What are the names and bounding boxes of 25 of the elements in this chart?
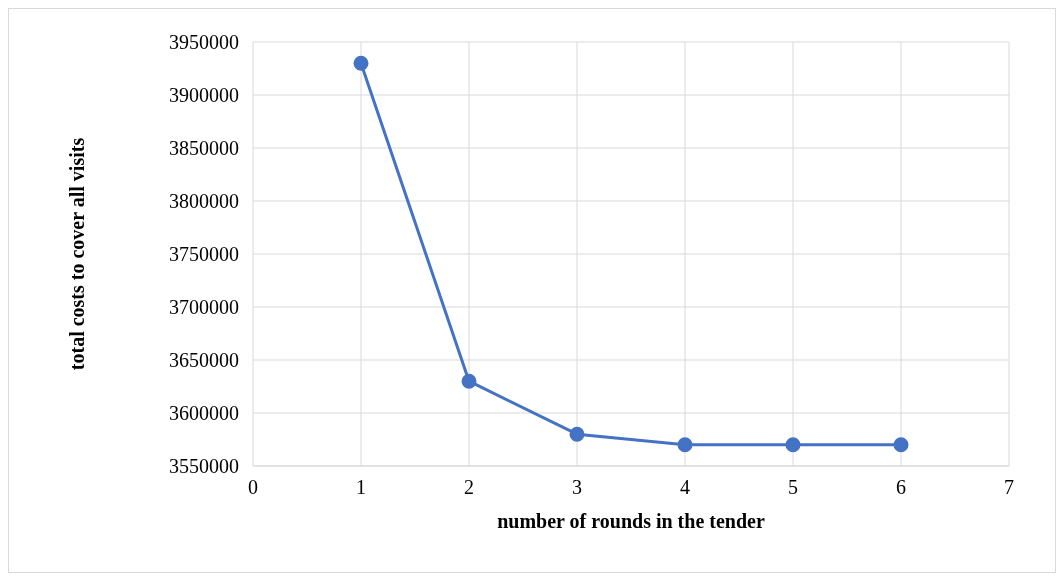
x-tick-label: 4	[680, 476, 690, 499]
x-tick-label: 0	[248, 476, 258, 499]
x-tick-label: 1	[356, 476, 366, 499]
x-tick-label: 2	[464, 476, 474, 499]
y-tick-label: 3600000	[169, 402, 239, 425]
y-tick-label: 3800000	[169, 190, 239, 213]
point	[569, 426, 585, 442]
y-tick-label: 3550000	[169, 455, 239, 478]
x-tick-label: 5	[788, 476, 798, 499]
point	[461, 373, 477, 389]
y-tick-label: 3700000	[169, 296, 239, 319]
x-tick-label: 7	[1004, 476, 1014, 499]
x-tick-label: 6	[896, 476, 906, 499]
y-tick-label: 3750000	[169, 243, 239, 266]
point	[677, 437, 693, 453]
x-tick-label: 3	[572, 476, 582, 499]
y-tick-label: 3850000	[169, 137, 239, 160]
y-tick-label: 3900000	[169, 84, 239, 107]
y-tick-label: 3950000	[169, 31, 239, 54]
point	[893, 437, 909, 453]
y-tick-label: 3650000	[169, 349, 239, 372]
y-axis-title: total costs to cover all visits	[66, 137, 89, 371]
point	[785, 437, 801, 453]
point	[353, 55, 369, 71]
x-axis-title: number of rounds in the tender	[497, 510, 765, 532]
